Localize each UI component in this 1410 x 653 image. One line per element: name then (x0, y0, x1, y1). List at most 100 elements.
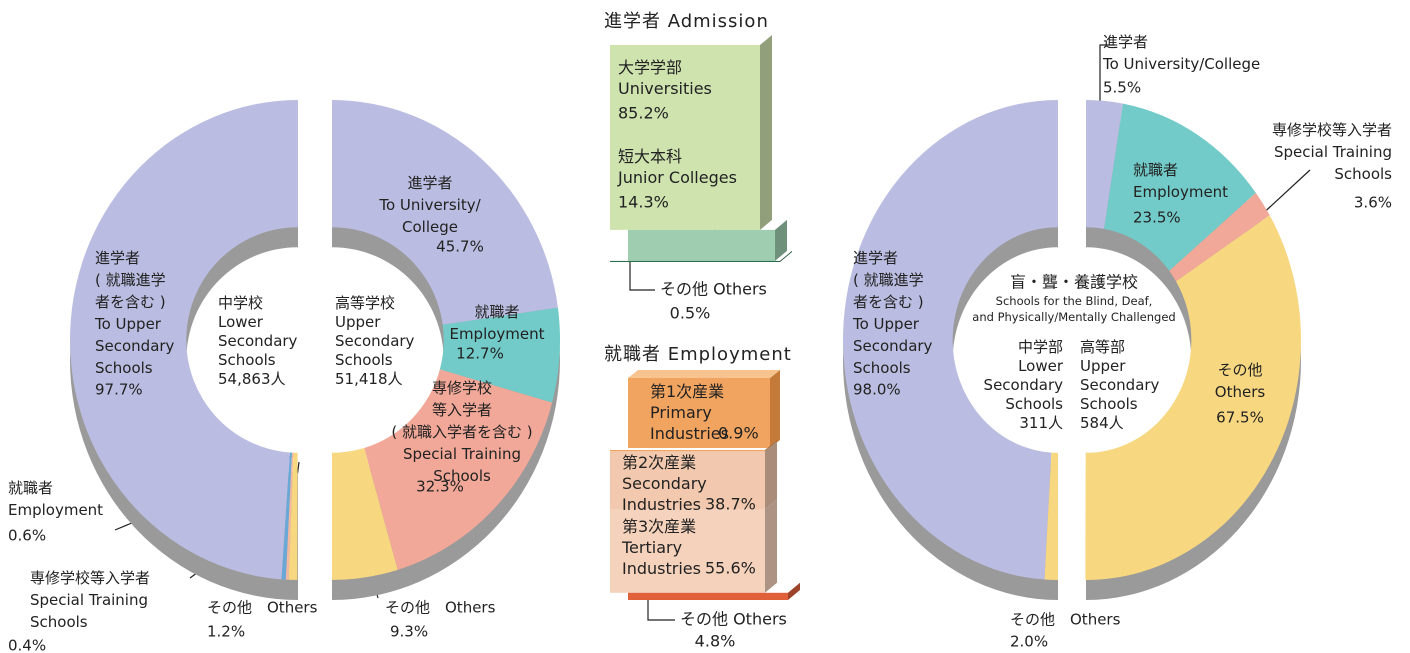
value-label: 12.7% (456, 345, 504, 363)
slice-label: 進学者 ( 就職進学者を含む ) To Upper Secondary Schools (94, 249, 175, 377)
slice-label: 就職者 Employment (8, 479, 103, 519)
slice-label: その他 Others (207, 599, 318, 617)
text-line: Secondary (1080, 376, 1160, 394)
value-label: 32.3% (416, 478, 464, 496)
slice-label: その他 Others (1010, 611, 1121, 629)
value-label: 9.3% (390, 623, 428, 641)
text-line: その他 (1217, 361, 1262, 379)
bar-side (780, 250, 792, 262)
text-line: Upper (1080, 357, 1126, 375)
value-label: 0.4% (8, 637, 46, 653)
segment-label: 大学学部 Universities (618, 58, 712, 98)
text-line: Universities (618, 79, 712, 98)
segment-label: 第3次産業 Tertiary Industries (621, 517, 701, 578)
text-line: 584人 (1080, 414, 1124, 432)
donut-slice (332, 448, 398, 580)
center-label: 高等部 Upper Secondary Schools 584人 (1080, 338, 1160, 432)
text-line: 就職者 (1133, 161, 1178, 179)
text-line: Lower (218, 313, 264, 331)
text-line: 就職者 (8, 479, 53, 497)
text-line: Special Training (1274, 143, 1392, 161)
donut-slice (1044, 452, 1058, 580)
text-line: 進学者 (853, 249, 898, 267)
text-line: 者を含む ) (95, 293, 166, 311)
donut-slice (364, 369, 553, 570)
value-label: 98.0% (853, 381, 901, 399)
text-line: Secondary (984, 376, 1064, 394)
text-line: Secondary (95, 337, 175, 355)
text-line: ( 就職進学 (95, 271, 166, 289)
text-line: 専修学校等入学者 (1272, 121, 1392, 139)
subtitle: Schools for the Blind, Deaf, and Physical… (972, 294, 1175, 324)
slice-label: 進学者 To University/College (378, 174, 481, 236)
text-line: Special Training (403, 445, 521, 463)
text-line: Schools (1080, 395, 1138, 413)
text-line: Secondary (853, 337, 933, 355)
donut-slice (439, 307, 560, 403)
bar-segment (610, 45, 760, 230)
slice-label: 専修学校等入学者 Special Training Schools (30, 569, 150, 631)
bar-segment (610, 450, 765, 452)
slice-label: 就職者 Employment (1133, 161, 1228, 201)
value-label: 0.5% (670, 304, 711, 323)
text-line: Schools (1334, 165, 1392, 183)
bar-side (760, 35, 772, 230)
value-label: 2.0% (1010, 633, 1048, 651)
text-line: 進学者 (407, 174, 452, 192)
text-line: Tertiary (621, 538, 682, 557)
value-label: 85.2% (618, 104, 669, 123)
slice-label: その他 Others (1215, 361, 1266, 401)
callout-side (770, 370, 780, 448)
text-line: Schools (433, 467, 491, 485)
text-line: Secondary (622, 474, 707, 493)
slice-label: 進学者 ( 就職進学者を含む ) To Upper Secondary Schools (852, 249, 933, 377)
text-line: 54,863人 (218, 370, 286, 388)
text-line: Upper (335, 313, 381, 331)
text-line: Secondary (218, 332, 298, 350)
center-label: 高等学校 Upper Secondary Schools 51,418人 (335, 294, 415, 388)
text-line: 第2次産業 (622, 453, 696, 472)
donut-slice (842, 100, 1058, 580)
text-line: Industries (622, 495, 701, 514)
bar-segment (610, 451, 765, 510)
text-line: ( 就職入学者を含む ) (391, 423, 532, 441)
donut-slice (332, 100, 558, 325)
text-line: Others (1215, 383, 1266, 401)
text-line: 短大本科 (618, 147, 682, 166)
segment-label: 第2次産業 Secondary Industries (622, 453, 707, 514)
text-line: 進学者 (95, 249, 140, 267)
text-line: 進学者 (1103, 33, 1148, 51)
callout-box (628, 378, 770, 448)
center-label: 中学校 Lower Secondary Schools 54,863人 (218, 294, 298, 388)
value-label: 67.5% (1216, 409, 1264, 427)
donut-slice (1086, 100, 1123, 229)
title: 盲・聾・養護学校 (1010, 273, 1138, 292)
bar-side (775, 219, 787, 261)
text-line: Special Training (30, 591, 148, 609)
text-line: Schools (853, 359, 911, 377)
text-line: Employment (1133, 183, 1228, 201)
text-line: 高等部 (1080, 338, 1125, 356)
text-line: Schools (30, 613, 88, 631)
text-line: To Upper (94, 315, 162, 333)
value-label: 0.6% (8, 527, 46, 545)
segment-label: 短大本科 Junior Colleges (617, 147, 737, 187)
text-line: To Upper (852, 315, 920, 333)
text-line: Secondary (335, 332, 415, 350)
text-line: 第1次産業 (650, 382, 724, 401)
text-line: 者を含む ) (853, 293, 924, 311)
text-line: Primary (650, 403, 712, 422)
text-line: 大学学部 (618, 58, 682, 77)
value-label: 97.7% (95, 381, 143, 399)
text-line: Schools (95, 359, 153, 377)
slice-label: 専修学校等入学者 ( 就職入学者を含む ) Special Training Scho… (391, 379, 532, 485)
callout-top (628, 370, 780, 378)
title: 就職者 Employment (604, 344, 792, 365)
text-line: College (402, 218, 458, 236)
donut-slice (285, 452, 294, 580)
bar-side (765, 499, 777, 593)
text-line: 高等学校 (335, 294, 395, 312)
value-label: 3.6% (1354, 194, 1392, 212)
segment-label: 第1次産業 Primary Industries (650, 382, 729, 443)
